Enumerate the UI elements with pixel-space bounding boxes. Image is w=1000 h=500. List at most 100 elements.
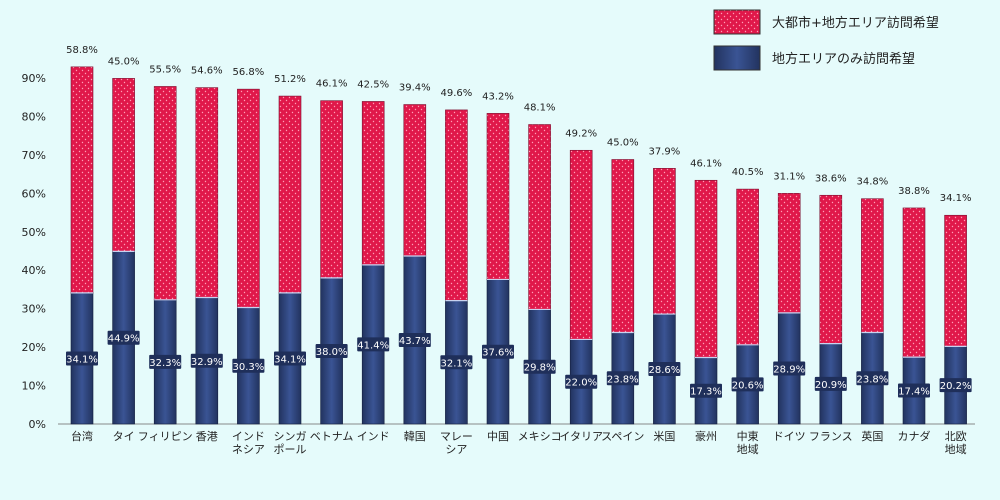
data-label-box — [357, 337, 390, 352]
data-label-regional: 20.2% — [940, 381, 972, 392]
data-label-combined: 43.2% — [482, 91, 514, 102]
bar-segment-combined — [861, 198, 884, 333]
category-label: ポール — [274, 443, 307, 456]
data-label-combined: 58.8% — [66, 45, 98, 56]
data-label-combined: 34.8% — [857, 177, 889, 188]
data-label-box — [440, 355, 473, 370]
category-label: 韓国 — [404, 430, 426, 443]
category-label: 香港 — [196, 430, 218, 443]
category-label: フランス — [809, 430, 853, 443]
data-label-regional: 17.3% — [690, 387, 722, 398]
category-label: 北欧 — [945, 430, 967, 443]
data-label-box — [939, 378, 972, 393]
y-tick-label: 30% — [22, 303, 46, 316]
bar-segment-combined — [403, 104, 427, 257]
category-label: 台湾 — [71, 429, 93, 443]
legend: 大都市+地方エリア訪問希望 地方エリアのみ訪問希望 — [713, 9, 939, 71]
legend-swatch-combined — [713, 9, 761, 35]
data-label-combined: 49.2% — [565, 128, 597, 139]
bar-segment-combined — [361, 101, 385, 266]
category-label: インド — [232, 430, 265, 443]
category-label: イタリア — [559, 430, 603, 443]
category-label: ベトナム — [310, 430, 354, 443]
category-label: フィリピン — [138, 430, 193, 443]
bar-segment-combined — [819, 194, 843, 344]
data-label-box — [773, 361, 806, 376]
data-label-combined: 34.1% — [940, 193, 972, 204]
bar-segment-combined — [694, 179, 718, 358]
bar-segment-combined — [736, 188, 759, 346]
data-label-regional: 32.3% — [149, 358, 181, 369]
category-label: マレー — [440, 430, 473, 443]
category-label: ネシア — [232, 443, 265, 456]
data-label-regional: 28.9% — [773, 364, 805, 375]
data-label-combined: 55.5% — [149, 64, 181, 75]
bar-segment-combined — [777, 193, 801, 314]
category-label: シンガ — [274, 430, 307, 443]
data-label-box — [814, 376, 847, 391]
data-label-regional: 41.4% — [357, 340, 389, 351]
category-label: 中国 — [487, 430, 509, 443]
bar-segment-combined — [611, 159, 635, 333]
data-label-regional: 34.1% — [66, 354, 98, 365]
data-label-regional: 37.6% — [482, 348, 514, 359]
data-label-regional: 22.0% — [565, 378, 597, 389]
bar-segment-combined — [902, 207, 926, 358]
y-tick-label: 50% — [22, 226, 46, 239]
bars: 58.8% 34.1% 45.0% 44.9% 55.5% 32.3% 54.6% 32.9%… — [66, 45, 972, 425]
data-label-regional: 23.8% — [607, 374, 639, 385]
y-tick-label: 60% — [22, 187, 46, 200]
data-label-regional: 34.1% — [274, 354, 306, 365]
legend-label-combined: 大都市+地方エリア訪問希望 — [772, 15, 939, 31]
bar-segment-combined — [486, 113, 510, 280]
data-label-box — [107, 330, 140, 345]
data-label-combined: 37.9% — [649, 146, 681, 157]
data-label-regional: 29.8% — [524, 363, 556, 374]
data-label-box — [523, 359, 556, 374]
category-label: 豪州 — [695, 429, 717, 443]
legend-label-regional: 地方エリアのみ訪問希望 — [772, 51, 915, 67]
data-label-box — [856, 371, 889, 386]
category-label: シア — [445, 443, 467, 456]
bar-segment-combined — [445, 109, 468, 301]
legend-swatch-regional — [713, 45, 761, 71]
y-tick-label: 90% — [22, 72, 46, 85]
category-label: スペイン — [601, 430, 644, 443]
y-tick-label: 20% — [22, 341, 46, 354]
data-label-combined: 54.6% — [191, 66, 223, 77]
category-label: 米国 — [653, 430, 675, 443]
data-label-box — [274, 351, 306, 366]
data-label-combined: 45.0% — [108, 56, 140, 67]
data-label-combined: 31.1% — [773, 171, 805, 182]
data-label-regional: 32.1% — [441, 358, 473, 369]
y-tick-label: 40% — [22, 264, 46, 277]
data-label-combined: 38.6% — [815, 173, 847, 184]
data-label-box — [731, 377, 764, 392]
data-label-combined: 39.4% — [399, 83, 431, 94]
y-tick-label: 10% — [22, 380, 46, 393]
bar-segment-combined — [569, 149, 593, 340]
data-label-regional: 28.6% — [649, 365, 681, 376]
data-label-box — [66, 351, 98, 366]
bar-segment-combined — [195, 87, 219, 298]
bar-segment-combined — [112, 78, 135, 252]
data-label-combined: 45.0% — [607, 138, 639, 149]
data-label-box — [315, 343, 348, 358]
category-label: インド — [357, 430, 390, 443]
data-label-regional: 43.7% — [399, 336, 431, 347]
category-label: タイ — [113, 430, 135, 443]
category-label: 地域 — [737, 443, 759, 456]
data-label-regional: 44.9% — [108, 334, 140, 345]
bar-segment-combined — [653, 168, 676, 315]
data-label-box — [898, 383, 930, 398]
bar-segment-combined — [528, 124, 551, 310]
category-label: 地域 — [945, 443, 967, 456]
data-label-regional: 20.6% — [732, 380, 764, 391]
bar-segment-combined — [320, 100, 343, 279]
bar-segment-combined — [70, 66, 94, 294]
data-label-regional: 17.4% — [898, 387, 930, 398]
data-label-regional: 38.0% — [316, 347, 348, 358]
data-label-regional: 23.8% — [857, 374, 889, 385]
bar-segment-combined — [278, 95, 302, 294]
